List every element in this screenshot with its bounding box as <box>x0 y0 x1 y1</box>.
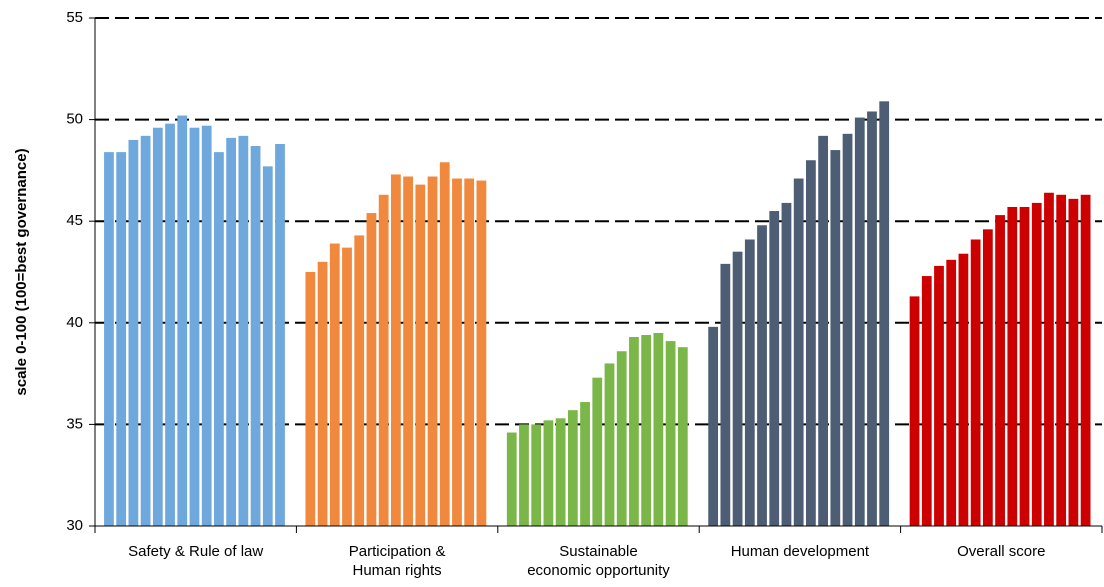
bar <box>128 139 139 527</box>
bar <box>250 146 261 527</box>
bar <box>592 377 603 526</box>
bar <box>1007 206 1018 526</box>
bar <box>452 178 462 526</box>
bar <box>781 202 792 527</box>
bar <box>830 150 841 526</box>
bar <box>226 137 237 526</box>
bar <box>464 178 475 526</box>
bar <box>806 160 816 527</box>
x-tick-label: Human rights <box>352 562 441 579</box>
bar <box>653 332 664 526</box>
bar <box>854 117 865 527</box>
bar <box>641 334 652 526</box>
bar <box>555 418 566 526</box>
bar <box>543 420 554 526</box>
bar <box>708 326 719 526</box>
bar <box>189 127 200 526</box>
bar <box>677 347 688 526</box>
y-tick-label: 50 <box>66 111 83 128</box>
bar <box>909 296 920 526</box>
bar <box>818 135 829 526</box>
bar <box>104 152 114 526</box>
bar <box>201 125 212 527</box>
bar <box>1019 206 1030 526</box>
bar <box>879 101 890 526</box>
y-axis-title: scale 0-100 (100=best governance) <box>13 148 30 395</box>
bar <box>378 194 389 526</box>
bar <box>403 176 413 526</box>
bar <box>934 265 944 526</box>
x-tick-label: Human development <box>731 543 870 560</box>
x-tick-label: economic opportunity <box>527 562 670 579</box>
bar <box>415 184 426 526</box>
bar <box>275 143 285 526</box>
bar <box>982 229 993 526</box>
bar <box>390 174 401 527</box>
x-tick-label: Safety & Rule of law <box>128 543 263 560</box>
bar <box>604 363 615 526</box>
bar <box>1056 194 1067 526</box>
bar <box>793 178 804 526</box>
bar <box>354 235 365 526</box>
bar <box>476 180 487 526</box>
bar <box>616 351 627 526</box>
y-tick-label: 30 <box>66 517 83 534</box>
bar <box>867 111 877 527</box>
bar <box>629 337 639 526</box>
y-tick-label: 45 <box>66 212 83 229</box>
bar <box>1031 202 1042 527</box>
bar <box>305 272 316 526</box>
bar <box>427 176 438 526</box>
bar <box>177 115 188 526</box>
bar <box>116 152 127 526</box>
bar <box>531 424 542 526</box>
x-tick-label: Overall score <box>957 543 1045 560</box>
bar <box>506 432 517 526</box>
bar <box>342 247 352 526</box>
y-tick-label: 55 <box>66 9 83 26</box>
bar <box>262 166 273 526</box>
bar <box>238 135 249 526</box>
bar <box>329 243 340 526</box>
bar <box>757 225 767 526</box>
bar <box>970 239 981 526</box>
y-tick-label: 35 <box>66 415 83 432</box>
bar <box>165 123 175 526</box>
bar <box>958 253 969 526</box>
bar <box>921 276 932 526</box>
bar <box>732 251 743 526</box>
bar <box>567 410 578 526</box>
bar <box>317 261 328 526</box>
bar <box>665 341 676 526</box>
bar <box>580 402 590 526</box>
bar <box>1068 198 1079 526</box>
bar <box>720 263 731 526</box>
bar <box>1044 192 1054 526</box>
bar <box>214 152 224 526</box>
bar <box>140 135 151 526</box>
bar <box>1080 194 1091 526</box>
bar <box>152 127 163 526</box>
bar <box>744 239 755 526</box>
x-tick-label: Sustainable <box>559 543 637 560</box>
y-tick-label: 40 <box>66 314 83 331</box>
bar <box>842 133 853 526</box>
bar <box>439 162 450 526</box>
bar <box>946 259 957 526</box>
bar <box>769 211 780 527</box>
bar <box>366 213 377 526</box>
x-tick-label: Participation & <box>349 543 446 560</box>
bar <box>995 215 1005 526</box>
bar <box>519 424 529 526</box>
